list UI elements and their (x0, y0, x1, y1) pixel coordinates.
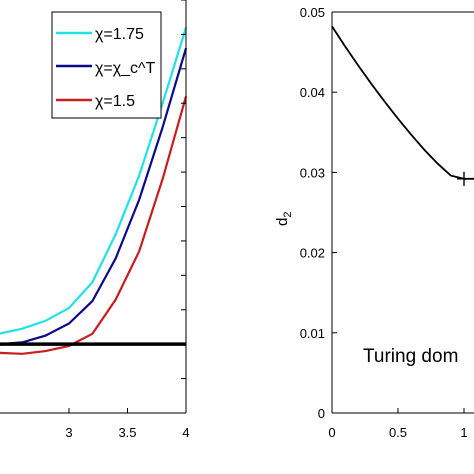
series-line-2 (0, 96, 188, 355)
y-axis-label-main: d (274, 218, 291, 226)
left-panel: 3 3.5 4 χ=1.75 χ=χ_c^T χ=1.5 (0, 0, 190, 440)
x-tick-label: 0.5 (389, 425, 407, 440)
left-x-ticks: 3 3.5 4 (65, 408, 190, 440)
x-tick-label: 3.5 (118, 425, 136, 440)
right-x-ticks: 0 0.5 1 (328, 408, 468, 440)
left-right-ticks (181, 0, 186, 414)
series-line-0 (0, 27, 188, 335)
x-tick-label: 3 (65, 425, 72, 440)
legend-label-chi-c: χ=χ_c^T (95, 60, 156, 77)
y-tick-label: 0.01 (300, 326, 325, 341)
boundary-curve (331, 25, 474, 180)
right-panel: 00.010.020.030.040.05 0 0.5 1 d2 Turing do… (274, 5, 474, 440)
y-tick-label: 0.04 (300, 85, 325, 100)
legend: χ=1.75 χ=χ_c^T χ=1.5 (51, 11, 162, 119)
right-y-ticks: 0 0.01 0.02 0.03 0.04 0.05 (300, 5, 337, 421)
y-axis-label-sub: 2 (282, 212, 294, 218)
y-tick-label: 0.03 (300, 165, 325, 180)
x-tick-label: 1 (460, 425, 467, 440)
turing-domain-label: Turing dom (363, 346, 458, 367)
x-tick-label: 0 (328, 425, 335, 440)
y-tick-label: 0 (318, 406, 325, 421)
data-marker (457, 171, 471, 186)
x-tick-label: 4 (182, 425, 189, 440)
right-series-group (331, 25, 474, 180)
y-tick-label: 0.02 (300, 246, 325, 261)
legend-label-chi-15: χ=1.5 (95, 93, 135, 110)
legend-label-chi-175: χ=1.75 (95, 26, 144, 43)
y-axis-label: d2 (274, 212, 294, 226)
y-tick-label: 0.05 (300, 5, 325, 20)
